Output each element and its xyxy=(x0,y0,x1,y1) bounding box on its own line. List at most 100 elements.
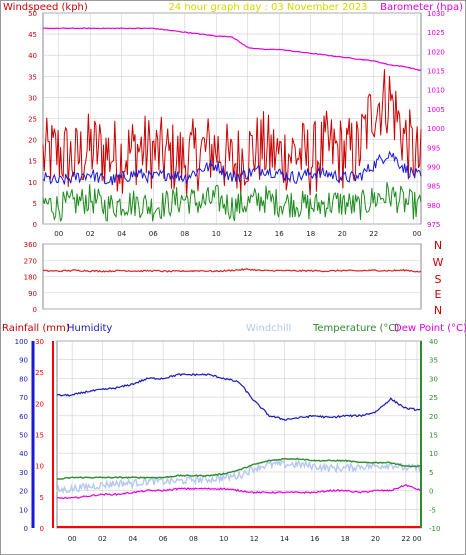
wind-y-tick-label: 40 xyxy=(28,52,37,60)
direction-y-tick-label: 270 xyxy=(24,257,37,265)
humidity-y-tick-label: 50 xyxy=(19,432,28,440)
wind-y-tick-label: 15 xyxy=(28,158,37,166)
wind-x-tick-label: 04 xyxy=(117,230,126,238)
wind-x-tick-label: 06 xyxy=(149,230,158,238)
direction-y-tick-label: 360 xyxy=(24,241,37,249)
compass-n-bottom: N xyxy=(434,304,442,317)
wind-y-tick-label: 5 xyxy=(33,200,37,208)
wind-y-tick-label: 45 xyxy=(28,31,37,39)
weather-x-tick-label: 20 xyxy=(371,535,380,543)
wind-x-tick-label: 12 xyxy=(243,230,252,238)
weather-x-tick-label: 00 xyxy=(68,535,77,543)
wind-x-tick-label: 00 xyxy=(54,230,63,238)
compass-e: E xyxy=(435,288,442,301)
rain-y-tick-label: 15 xyxy=(35,432,44,440)
weather-x-tick-label: 22 xyxy=(401,535,410,543)
temperature-label: Temperature (°C) xyxy=(312,323,399,334)
wind-y-tick-label: 25 xyxy=(28,116,37,124)
weather-x-tick-label: 16 xyxy=(310,535,319,543)
windchill-label: Windchill xyxy=(246,323,291,334)
weather-x-tick-label: 10 xyxy=(219,535,228,543)
humidity-y-tick-label: 30 xyxy=(19,469,28,477)
humidity-label: Humidity xyxy=(67,323,112,334)
baro-y-tick-label: 995 xyxy=(427,144,440,152)
dewpoint-label: Dew Point (°C) xyxy=(394,323,466,334)
temperature-y-tick-label: 30 xyxy=(429,375,438,383)
wind-x-tick-label: 22 xyxy=(369,230,378,238)
wind-x-tick-label: 16 xyxy=(275,230,284,238)
humidity-y-tick-label: 90 xyxy=(19,357,28,365)
wind-direction-line xyxy=(42,268,422,273)
temperature-y-tick-label: 35 xyxy=(429,357,438,365)
rainfall-label: Rainfall (mm) xyxy=(2,323,70,334)
wind-grid xyxy=(43,12,421,225)
humidity-line xyxy=(56,373,422,421)
barometer-axis-label: Barometer (hpa) xyxy=(380,2,463,13)
direction-grid xyxy=(43,243,421,310)
wind-x-tick-label: 20 xyxy=(338,230,347,238)
wind-average-line xyxy=(42,150,422,186)
baro-y-tick-label: 1020 xyxy=(427,48,445,56)
baro-y-tick-label: 975 xyxy=(427,221,440,229)
temperature-y-tick-label: -10 xyxy=(429,525,440,533)
humidity-y-tick-label: 20 xyxy=(19,488,28,496)
direction-y-tick-label: 0 xyxy=(33,306,37,314)
wind-y-tick-label: 50 xyxy=(28,10,37,18)
wind-y-tick-label: 20 xyxy=(28,137,37,145)
chart-title: 24 hour graph day : 03 November 2023 xyxy=(168,2,367,13)
humidity-y-tick-label: 70 xyxy=(19,394,28,402)
direction-series xyxy=(42,268,422,273)
weather-x-tick-label: 00 xyxy=(413,535,422,543)
temperature-y-tick-label: 20 xyxy=(429,413,438,421)
humidity-y-tick-label: 80 xyxy=(19,375,28,383)
temperature-y-tick-label: 5 xyxy=(429,469,433,477)
weather-x-tick-label: 14 xyxy=(280,535,289,543)
rain-y-tick-label: 0 xyxy=(40,525,44,533)
wind-y-tick-label: 35 xyxy=(28,73,37,81)
temperature-y-tick-label: -5 xyxy=(429,506,436,514)
weather-x-tick-label: 08 xyxy=(189,535,198,543)
weather-x-tick-label: 18 xyxy=(341,535,350,543)
direction-y-tick-label: 90 xyxy=(28,290,37,298)
weather-series xyxy=(56,373,422,528)
wind-x-tick-label: 08 xyxy=(180,230,189,238)
weather-x-tick-label: 02 xyxy=(98,535,107,543)
weather-x-tick-label: 12 xyxy=(250,535,259,543)
windspeed-line xyxy=(42,69,422,198)
baro-y-tick-label: 1015 xyxy=(427,68,445,76)
baro-y-tick-label: 1025 xyxy=(427,29,445,37)
humidity-y-tick-label: 40 xyxy=(19,450,28,458)
rain-y-tick-label: 20 xyxy=(35,400,44,408)
baro-y-tick-label: 985 xyxy=(427,183,440,191)
rain-y-tick-label: 30 xyxy=(35,338,44,346)
wind-y-tick-label: 30 xyxy=(28,94,37,102)
rain-y-tick-label: 10 xyxy=(35,463,44,471)
temperature-y-tick-label: 25 xyxy=(429,394,438,402)
compass-n-top: N xyxy=(434,239,442,252)
temperature-y-tick-label: 15 xyxy=(429,432,438,440)
weather-x-tick-label: 04 xyxy=(128,535,137,543)
windspeed-axis-label: Windspeed (kph) xyxy=(3,2,88,13)
wind-y-tick-label: 0 xyxy=(33,221,37,229)
wind-x-tick-label: 00 xyxy=(413,230,422,238)
temperature-y-tick-label: 0 xyxy=(429,488,433,496)
wind-x-tick-label: 02 xyxy=(86,230,95,238)
axis-ticks: 0510152025303540455097598098599099510001… xyxy=(15,10,445,543)
direction-y-tick-label: 180 xyxy=(24,274,37,282)
baro-y-tick-label: 1000 xyxy=(427,125,445,133)
wind-y-tick-label: 10 xyxy=(28,179,37,187)
rain-y-tick-label: 5 xyxy=(40,494,44,502)
wind-x-tick-label: 18 xyxy=(306,230,315,238)
temperature-y-tick-label: 40 xyxy=(429,338,438,346)
baro-y-tick-label: 980 xyxy=(427,202,440,210)
baro-y-tick-label: 1005 xyxy=(427,106,445,114)
compass-s: S xyxy=(435,273,442,286)
wind-series xyxy=(42,27,422,222)
baro-y-tick-label: 1030 xyxy=(427,10,445,18)
windchill-line xyxy=(56,458,422,495)
wind-x-tick-label: 10 xyxy=(212,230,221,238)
baro-y-tick-label: 1010 xyxy=(427,87,445,95)
barometer-line xyxy=(42,27,422,72)
rain-y-tick-label: 25 xyxy=(35,369,44,377)
